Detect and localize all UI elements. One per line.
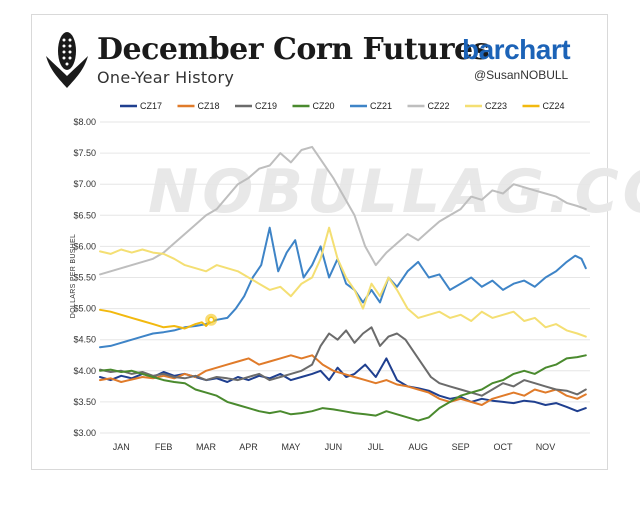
x-tick-label: FEB	[155, 442, 173, 452]
series-line-cz22	[99, 145, 587, 276]
legend-label-cz17: CZ17	[140, 101, 162, 111]
x-tick-label: APR	[239, 442, 258, 452]
x-tick-label: NOV	[536, 442, 556, 452]
y-tick-label: $4.00	[73, 366, 96, 376]
y-tick-label: $7.00	[73, 179, 96, 189]
y-axis-label: DOLLARS PER BUSHEL	[70, 234, 77, 318]
legend-label-cz18: CZ18	[198, 101, 220, 111]
x-axis: JAN FEB MAR APR MAY JUN JUL AUG SEP OCT NOV	[113, 442, 556, 452]
watermark: NOBULLAG.COM	[148, 157, 640, 227]
y-tick-label: $3.50	[73, 397, 96, 407]
series-line-cz23	[99, 226, 587, 338]
y-tick-label: $5.00	[73, 304, 96, 314]
x-tick-label: OCT	[494, 442, 514, 452]
y-tick-label: $3.00	[73, 428, 96, 438]
y-tick-label: $6.50	[73, 210, 96, 220]
x-tick-label: AUG	[408, 442, 428, 452]
legend: CZ17 CZ18 CZ19 CZ20 CZ21 CZ22 CZ23 CZ24	[120, 101, 565, 111]
brand-logo[interactable]: barchart	[462, 34, 571, 65]
highlight-marker	[205, 313, 218, 326]
y-tick-label: $5.50	[73, 273, 96, 283]
y-tick-label: $7.50	[73, 148, 96, 158]
corn-icon	[46, 32, 88, 88]
social-handle[interactable]: @SusanNOBULL	[474, 68, 569, 82]
y-tick-label: $4.50	[73, 335, 96, 345]
series-lines	[99, 145, 587, 422]
legend-label-cz22: CZ22	[428, 101, 450, 111]
legend-label-cz21: CZ21	[370, 101, 392, 111]
series-line-cz19	[99, 326, 587, 397]
series-line-cz20	[99, 354, 587, 422]
series-line-cz17	[99, 357, 587, 413]
x-tick-label: SEP	[452, 442, 470, 452]
x-tick-label: JAN	[113, 442, 130, 452]
series-line-cz18	[99, 354, 587, 406]
x-tick-label: JUN	[325, 442, 343, 452]
x-tick-label: MAR	[196, 442, 217, 452]
legend-label-cz24: CZ24	[543, 101, 565, 111]
page-subtitle: One-Year History	[97, 68, 235, 87]
page-title: December Corn Futures	[97, 32, 490, 67]
series-line-cz24	[99, 308, 213, 330]
legend-label-cz19: CZ19	[255, 101, 277, 111]
y-tick-label: $6.00	[73, 241, 96, 251]
x-tick-label: MAY	[281, 442, 300, 452]
x-tick-label: JUL	[368, 442, 384, 452]
y-axis: $3.00 $3.50 $4.00 $4.50 $5.00 $5.50 $6.00 $6.50…	[73, 117, 96, 438]
highlight-marker-dot	[207, 316, 215, 324]
y-tick-label: $8.00	[73, 117, 96, 127]
legend-label-cz20: CZ20	[313, 101, 335, 111]
legend-label-cz23: CZ23	[485, 101, 507, 111]
